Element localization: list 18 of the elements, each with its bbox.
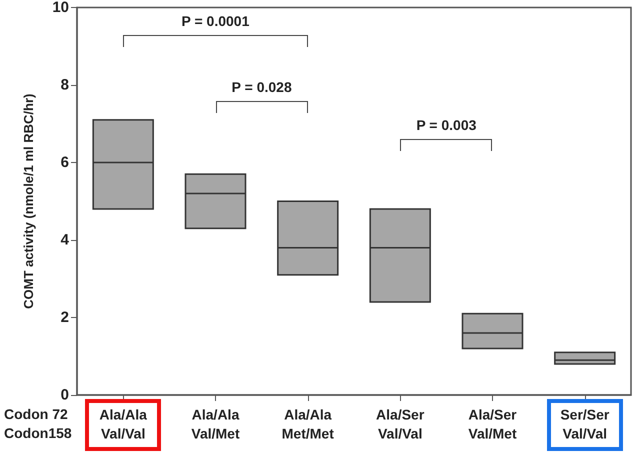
annotation: P = 0.0001 xyxy=(182,12,250,29)
x-tick-label: Ala/Ala Val/Val xyxy=(99,406,148,442)
y-tick-label: 10 xyxy=(52,0,69,16)
y-tick-label: 2 xyxy=(60,309,69,326)
text: Codon158 xyxy=(4,425,72,441)
y-tick-label: 4 xyxy=(60,232,70,248)
y-tick-label: 6 xyxy=(60,154,69,171)
y-tick-label: 8 xyxy=(60,76,69,94)
y-axis-title: COMT activity (nmole/1 ml RBC/hr) xyxy=(21,94,36,309)
x-tick-label: Ala/Ala Val/Met xyxy=(191,406,240,442)
y-tick-label: 0 xyxy=(60,386,69,404)
annotation: P = 0.003 xyxy=(416,117,476,134)
x-tick-label: Ala/Ser Val/Val xyxy=(376,406,425,442)
x-tick-label: Ala/Ser Val/Met xyxy=(468,406,518,442)
annotation: P = 0.028 xyxy=(232,78,292,94)
text: Codon 72 xyxy=(4,406,68,422)
x-tick-label: Ser/Ser Val/Val xyxy=(560,406,610,442)
x-tick-label: Ala/Ala Met/Met xyxy=(282,406,334,442)
